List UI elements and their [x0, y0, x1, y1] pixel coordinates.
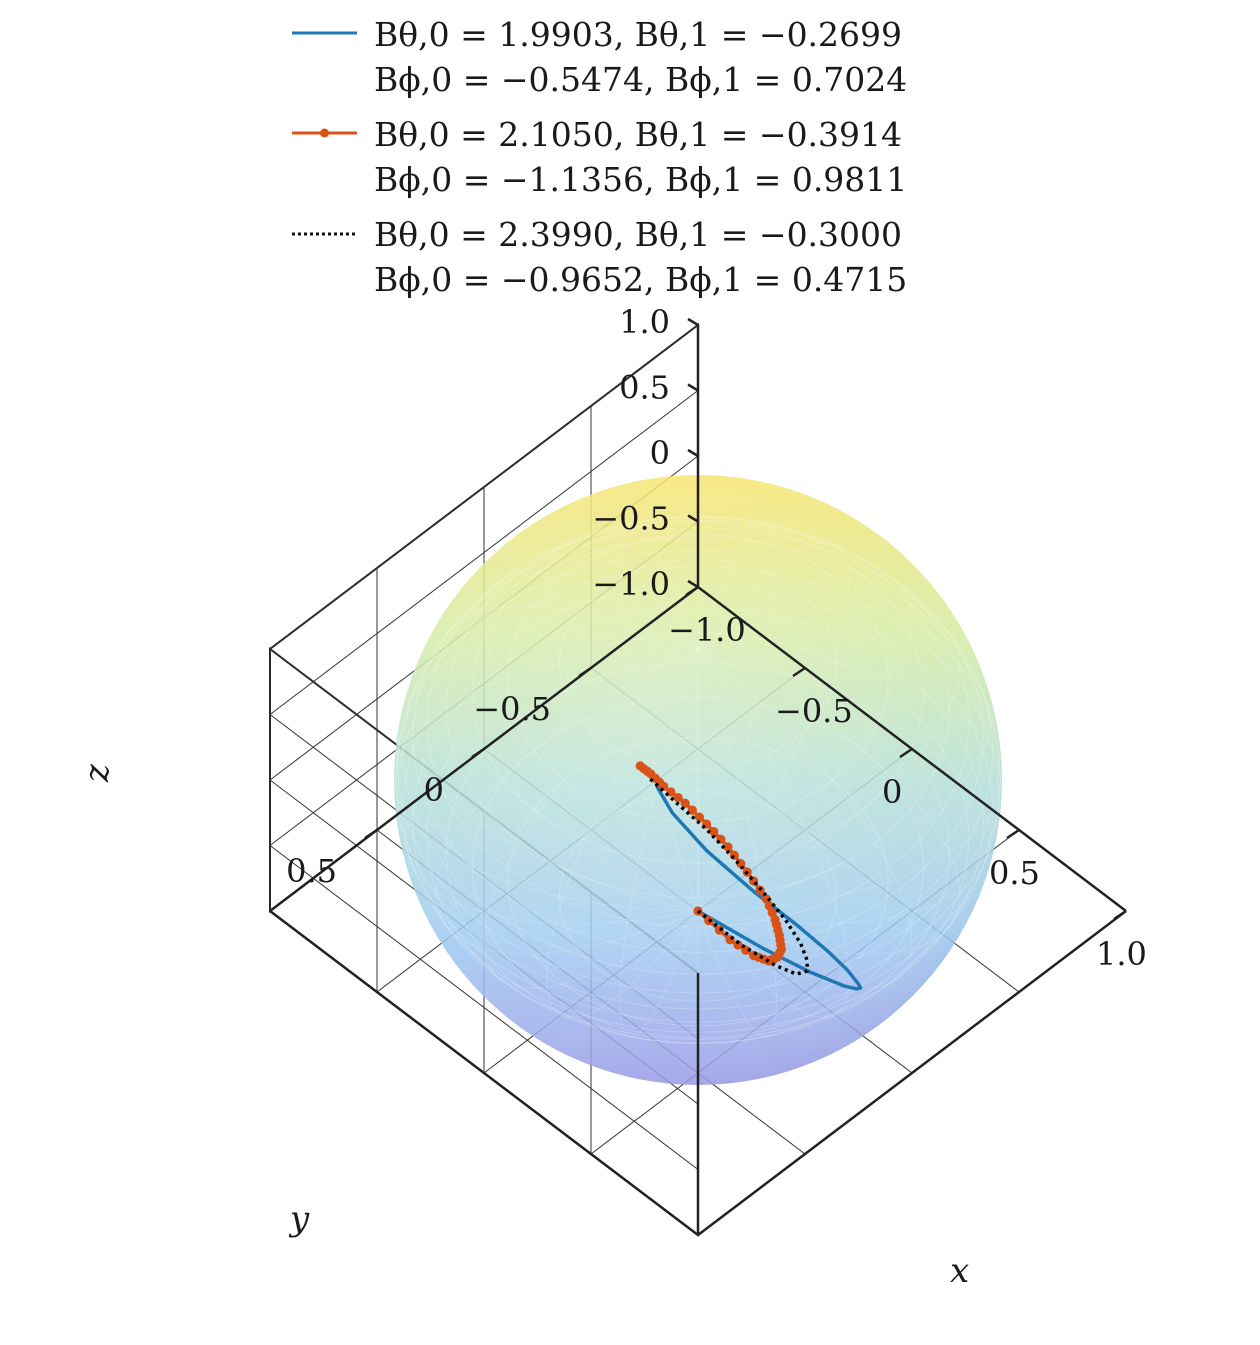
x-tick-mark [685, 585, 699, 597]
sphere-mesh-latitude [558, 790, 838, 1002]
z-tick-mark [687, 514, 699, 523]
sphere-mesh-latitude [445, 661, 951, 1044]
legend-entry-3-line2: Bϕ,0 = −0.9652, Bϕ,1 = 0.4715 [374, 260, 907, 299]
x-tick-mark [899, 747, 913, 759]
sphere-mesh-latitude [402, 527, 994, 975]
tick-labels: −1.0 −0.5 0 0.5 1.0 −0.5 0 0.5 −1.0 −0.5 0 0.5 1.0 [286, 303, 1147, 973]
sphere-mesh-meridian [546, 541, 699, 912]
z-axis-label: z [77, 763, 117, 783]
series-2-marker [714, 925, 725, 935]
series-2-marker [729, 850, 739, 860]
z-tick-label: 1.0 [619, 303, 670, 341]
series-2-marker [709, 827, 719, 837]
y-tick-label: 0.5 [286, 852, 337, 890]
x-end-floor-edge [697, 910, 1127, 1236]
x-tick-label: −0.5 [775, 692, 853, 730]
x-axis-label: x [950, 1251, 969, 1291]
z-tick-label: 0 [650, 434, 670, 472]
sphere-mesh-latitude [396, 566, 1000, 1023]
x-tick-label: 0.5 [989, 854, 1040, 892]
series-2-marker [694, 812, 705, 822]
x-tick-mark [792, 666, 806, 678]
sphere-mesh-meridian [435, 605, 699, 912]
x-tick-mark [1006, 828, 1020, 840]
sphere-mesh-latitude [558, 558, 838, 770]
sphere-mesh-meridian [697, 522, 777, 912]
sphere-mesh-meridian [697, 605, 961, 912]
sphere-mesh-meridian [483, 648, 699, 989]
z-tick-mark [687, 383, 699, 392]
sphere-mesh-meridian [394, 648, 699, 912]
sphere-mesh-latitude [402, 585, 994, 1033]
legend-entry-1-line2: Bϕ,0 = −0.5474, Bϕ,1 = 0.7024 [374, 60, 907, 99]
sphere-mesh-meridian [435, 648, 699, 955]
z-tick-label: −1.0 [592, 565, 670, 603]
sphere-mesh-latitude [507, 737, 889, 1027]
legend-entry-2-line1: Bθ,0 = 2.1050, Bθ,1 = −0.3914 [374, 115, 902, 154]
y-tick-mark [471, 747, 485, 759]
y-axis-label: y [288, 1199, 310, 1239]
sphere-mesh-meridian [697, 571, 913, 912]
sphere-shading [394, 475, 1002, 1085]
sphere-mesh-latitude [471, 696, 925, 1039]
sphere-mesh-latitude [445, 516, 951, 899]
sphere-mesh-meridian [697, 541, 850, 912]
y-tick-label: 0 [424, 771, 444, 809]
y-tick-mark [364, 828, 378, 840]
sphere-mesh-latitude [471, 521, 925, 864]
legend: Bθ,0 = 1.9903, Bθ,1 = −0.2699 Bϕ,0 = −0.… [292, 15, 907, 299]
series-2-marker [680, 798, 690, 808]
sphere-mesh-meridian [697, 635, 991, 912]
sphere-surface [394, 475, 1002, 1085]
z-tick-mark [687, 448, 699, 458]
y-tick-label: −0.5 [473, 690, 551, 728]
sphere-mesh-latitude [394, 550, 1002, 1010]
sphere-mesh-meridian [697, 648, 913, 989]
sphere-mesh-latitude [426, 516, 970, 928]
sphere-mesh-latitude [412, 607, 984, 1041]
series-2-marker [635, 761, 645, 771]
sphere-mesh-latitude [507, 533, 889, 823]
legend-entry-3-line1: Bθ,0 = 2.3990, Bθ,1 = −0.3000 [374, 215, 902, 254]
z-tick-mark [687, 317, 699, 327]
sphere-mesh-meridian [483, 571, 699, 912]
legend-entry-1: Bθ,0 = 1.9903, Bθ,1 = −0.2699 Bϕ,0 = −0.… [292, 15, 907, 99]
series-2-marker [673, 792, 683, 803]
z-tick-mark [687, 579, 699, 589]
series-2-marker [723, 842, 733, 852]
x-tick-label: 0 [882, 773, 902, 811]
z-tick-label: −0.5 [592, 500, 670, 538]
sphere-mesh-meridian [405, 635, 699, 912]
legend-entry-2: Bθ,0 = 2.1050, Bθ,1 = −0.3914 Bϕ,0 = −1.… [292, 115, 907, 199]
series-layer [635, 761, 863, 991]
sphere-mesh-meridian [697, 648, 1002, 912]
series-1-line [655, 785, 863, 991]
sphere-mesh-meridian [546, 648, 699, 1019]
legend-entry-3: Bθ,0 = 2.3990, Bθ,1 = −0.3000 Bϕ,0 = −0.… [292, 215, 907, 299]
legend-swatch-2-marker [320, 128, 329, 138]
x-tick-label: −1.0 [668, 611, 746, 649]
sphere-mesh-latitude [396, 537, 1000, 994]
sphere-mesh-meridian [697, 648, 850, 1019]
x-tick-mark [1113, 909, 1127, 921]
legend-entry-1-line1: Bθ,0 = 1.9903, Bθ,1 = −0.2699 [374, 15, 902, 54]
x-tick-label: 1.0 [1096, 935, 1147, 973]
y-tick-mark [578, 666, 592, 678]
y-back-floor-edge [269, 910, 699, 1236]
z-tick-label: 0.5 [619, 369, 670, 407]
sphere-mesh-latitude [412, 519, 984, 953]
sphere-mesh-meridian [697, 648, 777, 1038]
legend-entry-2-line2: Bϕ,0 = −1.1356, Bϕ,1 = 0.9811 [374, 160, 907, 199]
